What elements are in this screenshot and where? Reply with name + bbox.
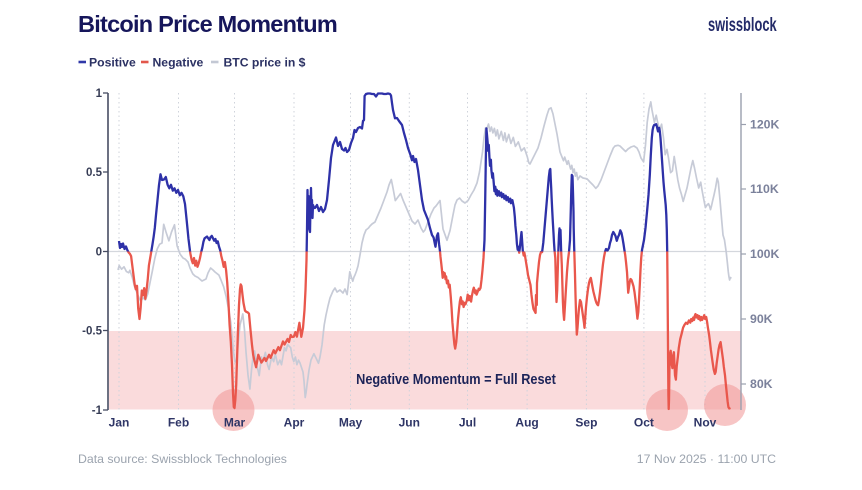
svg-text:May: May bbox=[339, 416, 363, 430]
svg-text:Apr: Apr bbox=[284, 416, 305, 430]
svg-text:Positive: Positive bbox=[89, 56, 136, 70]
svg-text:80K: 80K bbox=[750, 377, 773, 391]
svg-text:100K: 100K bbox=[750, 247, 780, 261]
svg-text:BTC price in $: BTC price in $ bbox=[224, 56, 306, 70]
svg-text:Mar: Mar bbox=[224, 416, 246, 430]
svg-text:17 Nov 2025 · 11:00 UTC: 17 Nov 2025 · 11:00 UTC bbox=[637, 452, 776, 466]
svg-text:Jan: Jan bbox=[109, 416, 130, 430]
svg-text:Negative: Negative bbox=[153, 56, 204, 70]
svg-text:0: 0 bbox=[96, 247, 102, 259]
svg-text:swissblock: swissblock bbox=[708, 13, 777, 35]
svg-text:Jun: Jun bbox=[399, 416, 420, 430]
svg-text:Oct: Oct bbox=[634, 416, 654, 430]
svg-text:Aug: Aug bbox=[515, 416, 538, 430]
svg-text:Negative Momentum = Full Reset: Negative Momentum = Full Reset bbox=[356, 371, 556, 387]
svg-text:-1: -1 bbox=[92, 405, 103, 417]
svg-text:Sep: Sep bbox=[575, 416, 597, 430]
svg-text:-0.5: -0.5 bbox=[82, 326, 102, 338]
svg-text:0.5: 0.5 bbox=[86, 167, 103, 179]
svg-text:120K: 120K bbox=[750, 118, 780, 132]
svg-text:Nov: Nov bbox=[694, 416, 717, 430]
svg-text:Data source: Swissblock Techno: Data source: Swissblock Technologies bbox=[78, 452, 287, 466]
svg-text:Bitcoin Price Momentum: Bitcoin Price Momentum bbox=[78, 11, 337, 37]
svg-text:110K: 110K bbox=[750, 182, 779, 196]
svg-text:Jul: Jul bbox=[459, 416, 476, 430]
svg-text:Feb: Feb bbox=[168, 416, 189, 430]
svg-text:90K: 90K bbox=[750, 312, 773, 326]
svg-text:1: 1 bbox=[96, 88, 103, 100]
